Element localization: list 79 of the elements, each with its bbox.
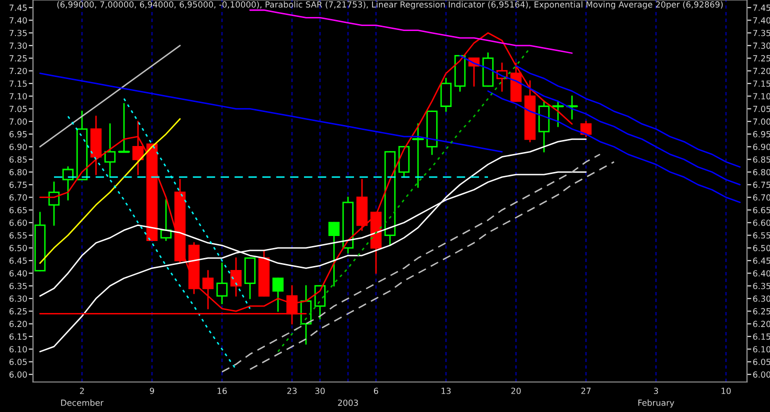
x-tick-label: 20 [511,388,521,394]
y2-tick-label: 6.15 [753,333,770,340]
x-tick-label: 10 [722,388,731,394]
y2-tick-label: 6.65 [753,206,770,214]
y-tick-label: 6.75 [9,182,27,188]
y-tick-label: 7.15 [10,80,27,87]
y2-tick-label: 6.95 [753,131,770,138]
y-tick-label: 6.50 [9,244,27,252]
candlestick [328,222,340,287]
candlestick [118,103,130,153]
y-tick-label: 6.60 [9,220,27,226]
x-tick-label: 2003 [338,400,358,406]
y-tick-label: 7.45 [10,4,27,11]
y-tick-label: 6.90 [9,144,27,150]
candlestick [440,78,452,112]
candlestick [230,257,242,297]
y-tick-label: 6.20 [9,320,27,328]
y-tick-label: 6.70 [9,194,27,201]
x-tick-label: 9 [150,388,154,394]
candlestick [314,285,326,320]
y-tick-label: 7.10 [10,93,27,100]
y-tick-label: 6.85 [9,156,27,163]
y2-tick-label: 7.15 [753,80,770,87]
y-tick-label: 6.05 [9,358,27,366]
y-tick-label: 6.55 [9,232,27,239]
line-series [515,65,741,168]
y-tick-label: 6.65 [9,206,27,214]
line-series [487,90,741,204]
y2-tick-label: 6.45 [753,258,770,264]
y-tick-label: 7.20 [10,68,27,74]
y-tick-label: 6.30 [9,296,27,302]
y2-tick-label: 6.75 [753,182,770,188]
y2-tick-label: 7.45 [753,4,770,11]
chart-title: (6,99000, 7,00000, 6,94000, 6,95000, -0,10000), Parabolic SAR (7,21753), Linear Regression Indicator (6,95164), Exponential Moving Average 20per (6,92869) [57,1,723,10]
y-tick-label: 7.05 [10,106,27,112]
candlestick [62,166,74,201]
candlestick [580,120,592,138]
x-tick-label: 30 [315,388,325,394]
line-series [39,44,181,148]
line-series [249,9,573,54]
y2-tick-label: 6.35 [753,282,770,290]
candlestick [104,123,116,178]
y-tick-label: 7.00 [10,118,27,125]
x-tick-label: 13 [442,388,451,394]
candlestick [272,278,284,312]
y-tick-label: 7.25 [10,55,27,62]
candlestick [552,100,564,128]
y-tick-label: 7.30 [10,42,27,49]
y-tick-label: 7.40 [10,17,27,24]
x-tick-label: 16 [218,388,227,394]
y2-tick-label: 6.05 [753,358,770,366]
y2-tick-label: 7.25 [753,55,770,62]
y-tick-label: 7.35 [10,30,27,36]
candlestick [132,120,144,176]
y2-tick-label: 6.55 [753,232,770,239]
y2-tick-label: 6.85 [753,156,770,163]
x-tick-label: 27 [581,388,591,394]
y-tick-label: 6.15 [9,333,27,340]
y2-tick-label: 6.25 [753,308,770,314]
y-tick-label: 6.80 [9,169,27,176]
y-tick-label: 6.00 [9,371,27,378]
candlestick [412,123,424,188]
x-tick-label: 6 [374,388,378,394]
candlestick [566,95,578,120]
y-tick-label: 6.35 [9,282,27,290]
y2-tick-label: 7.35 [753,30,770,36]
y2-tick-label: 7.05 [753,106,770,112]
candlestick [216,262,228,304]
y-tick-label: 6.25 [9,308,27,314]
candlestick [202,270,214,310]
line-series [39,118,181,264]
x-tick-label: 3 February [638,388,674,408]
y-tick-label: 6.45 [9,258,27,264]
y-tick-label: 6.40 [9,270,27,277]
y-tick-label: 6.95 [9,131,27,138]
x-tick-label: 2 December [61,388,104,406]
line-series [39,72,503,152]
y-tick-label: 6.10 [9,346,27,352]
x-tick-label: 23 [287,388,297,394]
